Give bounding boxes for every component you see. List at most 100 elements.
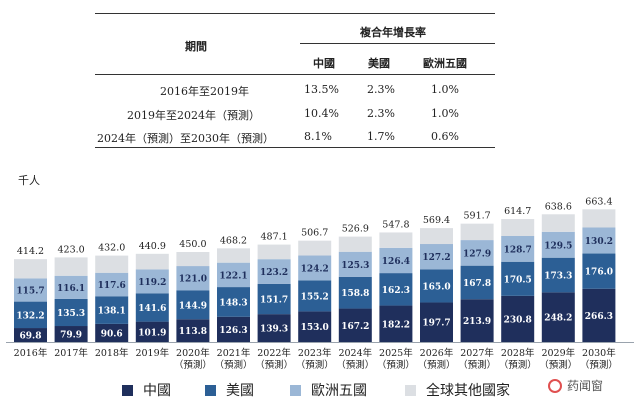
- bar-total-label: 440.9: [139, 241, 166, 252]
- bar-segment: [54, 275, 88, 299]
- bar-segment: [420, 269, 453, 303]
- bar-segment: [460, 223, 494, 241]
- bar-segment: [298, 255, 332, 281]
- bar-value-label: 158.8: [341, 289, 369, 299]
- bar-total-label: 663.4: [585, 196, 612, 207]
- bar-segment: [460, 299, 494, 342]
- bar-segment: [95, 272, 129, 297]
- bar-segment: [582, 227, 616, 254]
- table-rule-header: [95, 74, 495, 75]
- bar-segment: [298, 280, 332, 312]
- bar-value-label: 197.7: [422, 319, 450, 329]
- bar-value-label: 135.3: [57, 309, 85, 319]
- x-tick-label: 2017年: [54, 347, 88, 359]
- table-rule-top: [95, 13, 495, 14]
- table-cell: 2.3%: [367, 107, 395, 120]
- bar-value-label: 116.1: [57, 284, 85, 294]
- legend-item-rest: 全球其他國家: [405, 380, 510, 400]
- bar-segment: [501, 261, 535, 296]
- bar-segment: [95, 296, 129, 324]
- bar-value-label: 124.2: [301, 264, 329, 274]
- table-cell: 2.3%: [367, 83, 395, 96]
- bar-value-label: 69.8: [20, 332, 42, 342]
- bar-value-label: 126.3: [219, 326, 247, 336]
- bar-segment: [501, 295, 535, 342]
- bar-segment: [176, 252, 210, 267]
- bar-value-label: 151.7: [260, 295, 288, 305]
- table-cell: 1.0%: [431, 83, 459, 96]
- bar-segment: [298, 240, 332, 256]
- x-tick-label: （預測）: [458, 359, 496, 371]
- bar-value-label: 148.3: [219, 298, 247, 308]
- bar-value-label: 130.2: [585, 237, 613, 247]
- bar-total-label: 423.0: [57, 244, 84, 255]
- bar-segment: [54, 326, 88, 342]
- bar-segment: [176, 290, 210, 320]
- legend-item-us: 美國: [205, 380, 254, 400]
- legend-swatch-eu5: [290, 384, 301, 396]
- x-tick-label: 2030年: [582, 347, 616, 359]
- legend-label-china: 中國: [143, 383, 171, 399]
- bar-value-label: 182.2: [382, 320, 410, 330]
- table-rule-middle: [300, 43, 495, 44]
- chart-unit-label: 千人: [18, 174, 40, 187]
- legend-label-us: 美國: [226, 383, 254, 399]
- bar-segment: [217, 248, 250, 263]
- bar-segment: [582, 209, 616, 228]
- stacked-bar-chart: 69.8 132.2 115.7 414.2 2016年 79.9 135.3 116.1 42…: [6, 196, 634, 371]
- bar-value-label: 176.0: [585, 268, 613, 278]
- x-tick-label: 2026年: [420, 347, 454, 359]
- bar-segment: [541, 214, 575, 232]
- bar-segment: [217, 287, 250, 317]
- bar-value-label: 167.2: [341, 322, 369, 332]
- bar-value-label: 141.6: [138, 304, 166, 314]
- bar-value-label: 79.9: [60, 331, 82, 341]
- bar-value-label: 165.0: [422, 282, 450, 292]
- bar-segment: [257, 314, 291, 342]
- x-tick-label: （預測）: [336, 359, 374, 371]
- table-period-header: 期間: [185, 40, 207, 53]
- bar-segment: [135, 269, 169, 294]
- x-tick-label: （預測）: [296, 359, 334, 371]
- table-cell: 8.1%: [304, 130, 332, 143]
- x-tick-label: 2016年: [14, 347, 48, 359]
- bar-value-label: 128.7: [504, 245, 532, 255]
- x-tick-label: （預測）: [214, 359, 252, 371]
- bar-segment: [338, 308, 372, 342]
- bar-segment: [379, 305, 413, 342]
- bar-total-label: 547.8: [382, 219, 409, 230]
- bar-value-label: 138.1: [98, 307, 126, 317]
- legend-label-rest: 全球其他國家: [426, 383, 510, 399]
- watermark-text: 药闻窗: [567, 379, 604, 393]
- bar-value-label: 119.2: [138, 278, 166, 288]
- bar-value-label: 125.3: [341, 261, 369, 271]
- bar-value-label: 127.9: [463, 249, 491, 259]
- bar-segment: [54, 298, 88, 327]
- bar-segment: [135, 321, 169, 342]
- table-row-period: 2019年至2024年（預測）: [127, 109, 260, 122]
- bar-segment: [217, 262, 250, 288]
- bar-value-label: 117.6: [98, 281, 126, 291]
- x-tick-label: 2024年: [338, 347, 372, 359]
- bar-segment: [14, 328, 47, 342]
- x-tick-label: 2019年: [135, 347, 169, 359]
- bar-segment: [257, 283, 291, 315]
- bar-segment: [379, 232, 413, 248]
- bar-total-label: 450.0: [179, 239, 206, 250]
- bar-value-label: 173.3: [544, 272, 572, 282]
- legend-swatch-us: [205, 384, 216, 396]
- bar-segment: [420, 244, 453, 270]
- x-tick-label: 2020年: [176, 347, 210, 359]
- table-row-period: 2016年至2019年: [160, 85, 249, 98]
- table-cell: 13.5%: [304, 83, 339, 96]
- bar-segment: [582, 288, 616, 342]
- bar-value-label: 123.2: [260, 268, 288, 278]
- bar-value-label: 113.8: [179, 327, 207, 337]
- bar-segment: [14, 301, 47, 329]
- table-cell: 1.7%: [367, 130, 395, 143]
- bar-segment: [95, 255, 129, 273]
- bar-segment: [338, 236, 372, 252]
- table-cell: 10.4%: [304, 107, 339, 120]
- bar-total-label: 638.6: [545, 201, 572, 212]
- bar-total-label: 591.7: [463, 211, 490, 222]
